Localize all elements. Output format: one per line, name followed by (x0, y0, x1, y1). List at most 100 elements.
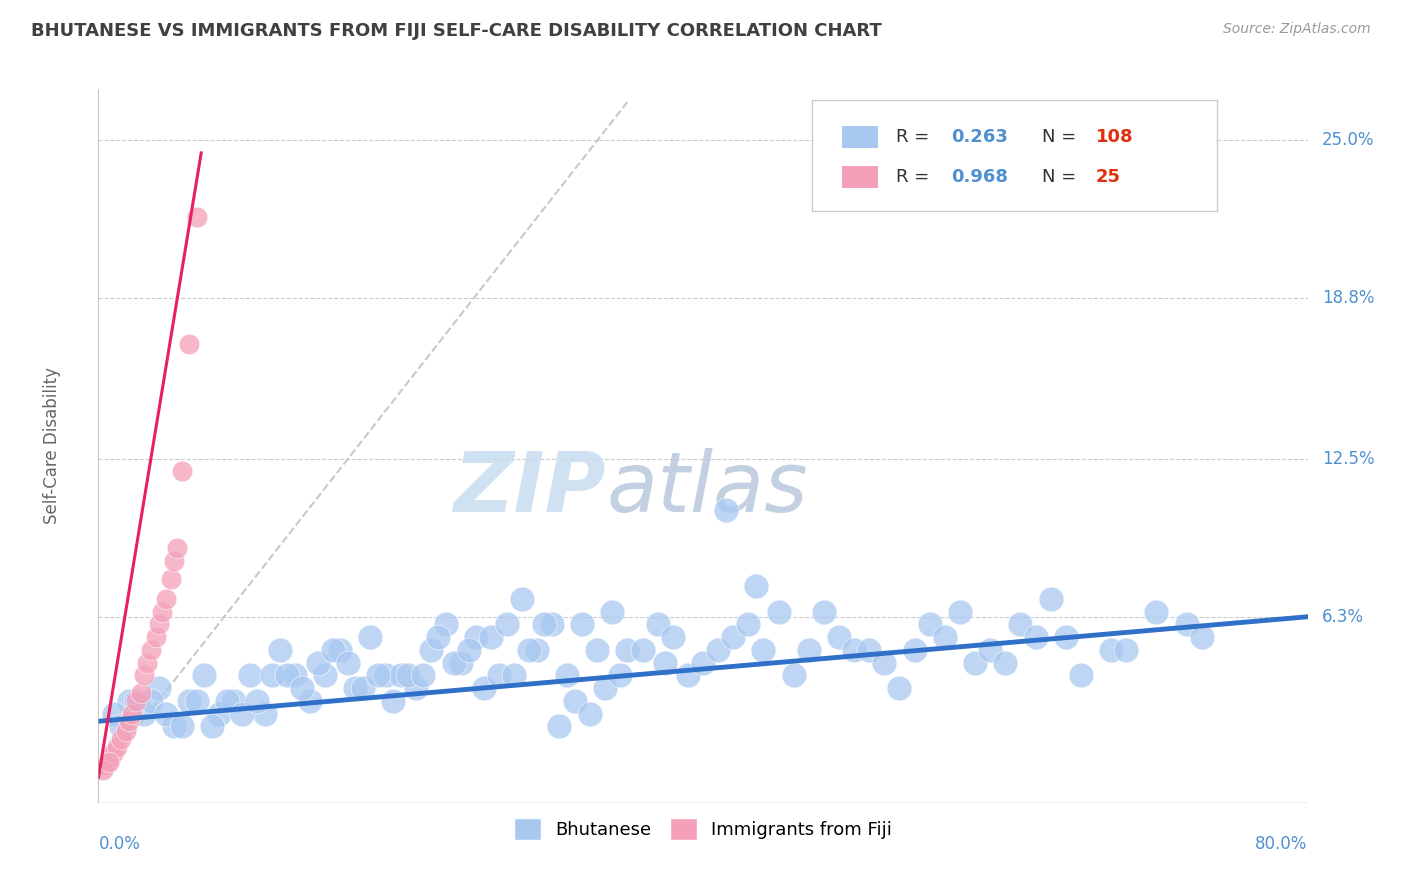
Point (994, 656, 1017, 670)
Point (707, 643, 730, 657)
Point (714, 502, 737, 516)
Point (965, 656, 987, 670)
Point (179, 337, 201, 351)
Point (427, 630, 450, 644)
Point (145, 630, 167, 644)
Point (1024, 630, 1046, 644)
Point (262, 668, 284, 682)
Point (186, 210, 208, 224)
Point (322, 643, 344, 657)
Point (412, 668, 434, 682)
Point (125, 694, 148, 708)
Point (110, 732, 132, 747)
Point (135, 656, 157, 670)
Point (100, 750, 122, 764)
Point (253, 706, 276, 721)
Point (118, 694, 141, 708)
Point (904, 643, 927, 657)
Point (201, 719, 224, 733)
Point (163, 554, 186, 568)
Point (231, 706, 253, 721)
Text: 0.0%: 0.0% (98, 835, 141, 853)
Point (481, 630, 503, 644)
Point (723, 630, 745, 644)
Point (873, 656, 896, 670)
Point (465, 630, 488, 644)
Point (609, 668, 631, 682)
FancyBboxPatch shape (811, 100, 1218, 211)
Point (979, 643, 1001, 657)
Text: N =: N = (1042, 168, 1081, 186)
Point (571, 617, 593, 632)
Text: 25: 25 (1097, 168, 1121, 186)
Point (193, 668, 215, 682)
Point (1070, 668, 1092, 682)
Point (208, 706, 231, 721)
Point (336, 656, 359, 670)
Text: 18.8%: 18.8% (1322, 289, 1375, 307)
Point (94, 757, 117, 772)
Point (420, 643, 443, 657)
Text: R =: R = (897, 128, 935, 146)
Point (155, 591, 177, 606)
Text: 25.0%: 25.0% (1322, 131, 1375, 149)
Point (692, 656, 714, 670)
Point (360, 630, 382, 644)
Point (1191, 630, 1213, 644)
Point (443, 656, 465, 670)
Point (828, 630, 851, 644)
Point (150, 605, 173, 619)
Point (307, 656, 329, 670)
FancyBboxPatch shape (842, 127, 879, 148)
Point (578, 706, 600, 721)
Point (396, 668, 419, 682)
Text: 0.263: 0.263 (950, 128, 1008, 146)
Point (593, 681, 616, 695)
Point (382, 694, 405, 708)
Text: 12.5%: 12.5% (1322, 450, 1375, 467)
Point (141, 643, 163, 657)
Point (654, 656, 676, 670)
Point (949, 605, 972, 619)
Point (148, 617, 170, 632)
Point (314, 668, 336, 682)
Point (1115, 643, 1137, 657)
Point (457, 643, 479, 657)
Point (488, 668, 510, 682)
Point (737, 617, 759, 632)
Point (858, 643, 880, 657)
Point (103, 745, 125, 759)
Point (148, 681, 170, 695)
Point (367, 668, 389, 682)
Point (224, 694, 246, 708)
Point (813, 605, 835, 619)
Point (132, 668, 155, 682)
Point (503, 668, 526, 682)
Point (215, 694, 238, 708)
Point (1144, 605, 1167, 619)
Point (676, 668, 699, 682)
Point (661, 630, 683, 644)
Point (533, 617, 555, 632)
Point (555, 668, 578, 682)
Text: R =: R = (897, 168, 935, 186)
Point (616, 643, 638, 657)
Point (125, 694, 148, 708)
Point (526, 643, 548, 657)
Point (797, 643, 820, 657)
Text: N =: N = (1042, 128, 1081, 146)
Point (602, 605, 624, 619)
Point (631, 643, 654, 657)
Point (155, 706, 177, 721)
Text: Source: ZipAtlas.com: Source: ZipAtlas.com (1223, 22, 1371, 37)
Point (299, 694, 322, 708)
Point (132, 706, 155, 721)
Point (186, 694, 208, 708)
Point (450, 656, 472, 670)
Point (98, 755, 121, 769)
Point (118, 714, 141, 729)
Point (344, 681, 367, 695)
Point (179, 694, 201, 708)
Point (389, 668, 412, 682)
Point (844, 643, 866, 657)
